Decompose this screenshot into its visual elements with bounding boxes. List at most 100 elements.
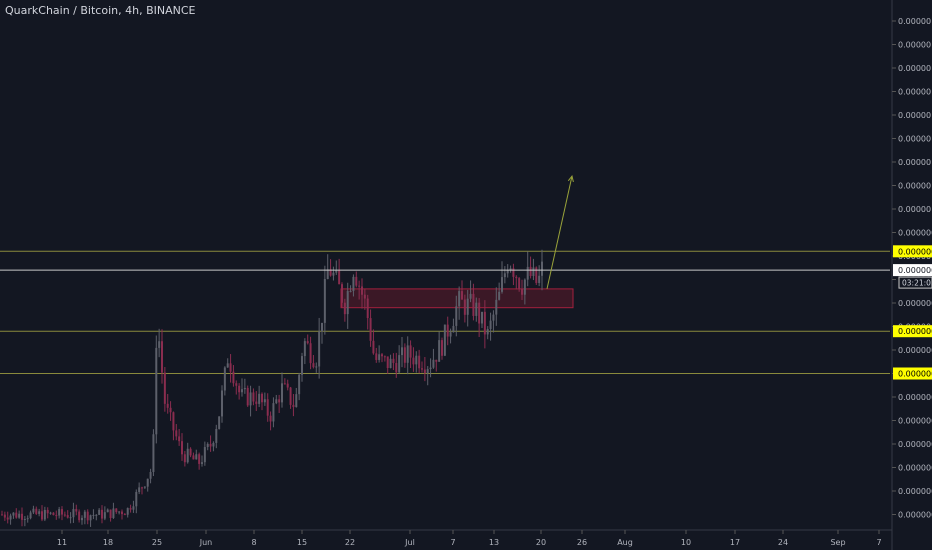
candle-body xyxy=(318,331,321,367)
candle-body xyxy=(195,454,198,460)
candle-body xyxy=(243,387,246,390)
time-tick-label: 25 xyxy=(152,538,162,547)
candle-body xyxy=(123,514,126,516)
time-tick-label: 17 xyxy=(730,538,740,547)
candle-body xyxy=(221,390,223,417)
candle-body xyxy=(503,273,506,278)
candle-body xyxy=(92,515,95,517)
candle-body xyxy=(512,268,515,277)
candle-body xyxy=(458,291,461,307)
candle-body xyxy=(372,340,375,354)
candle-body xyxy=(106,509,109,513)
price-tick-label: 0.00000105 xyxy=(898,182,932,191)
candle-body xyxy=(338,270,341,285)
time-tick-label: Aug xyxy=(617,538,633,547)
candle-body xyxy=(346,291,349,315)
candle-body xyxy=(538,275,541,283)
candle-body xyxy=(535,267,538,283)
candle-body xyxy=(461,291,463,300)
candle-body xyxy=(261,393,263,403)
candle-body xyxy=(166,403,169,408)
price-tick-label: 0.00000125 xyxy=(898,88,932,97)
candle-body xyxy=(335,270,338,273)
candle-body xyxy=(495,299,498,315)
candle-body xyxy=(263,399,266,403)
candle-body xyxy=(78,511,81,521)
candle-body xyxy=(401,347,403,356)
candle-body xyxy=(161,341,163,373)
candle-body xyxy=(101,509,103,519)
time-tick-label: 13 xyxy=(489,538,499,547)
candle-body xyxy=(309,343,312,364)
time-tick-label: 8 xyxy=(251,538,256,547)
candle-body xyxy=(66,515,69,518)
price-tick-label: 0.00000120 xyxy=(898,111,932,120)
chart-interval: 4h xyxy=(118,4,139,17)
candle-body xyxy=(361,286,363,295)
candle-body xyxy=(12,512,15,516)
candle-body xyxy=(483,311,486,335)
candle-body xyxy=(349,290,352,292)
candle-body xyxy=(398,355,401,373)
price-tick-label: 0.00000040 xyxy=(898,487,932,496)
candle-body xyxy=(478,302,481,324)
candle-body xyxy=(198,454,201,464)
current-price-badge-text: 0.00000087 xyxy=(898,266,932,275)
candle-body xyxy=(475,302,478,316)
candle-body xyxy=(135,491,138,507)
candle-body xyxy=(392,358,395,363)
candle-body xyxy=(529,266,532,277)
candle-body xyxy=(329,269,332,276)
candle-body xyxy=(26,518,29,520)
candle-body xyxy=(229,363,232,372)
candle-body xyxy=(272,403,275,422)
price-tick-label: 0.00000095 xyxy=(898,229,932,238)
price-tick-label: 0.00000055 xyxy=(898,417,932,426)
candle-body xyxy=(223,367,226,391)
candle-body xyxy=(366,298,369,319)
candle-body xyxy=(21,513,23,520)
candle-body xyxy=(281,383,283,403)
candle-body xyxy=(321,322,323,332)
candle-body xyxy=(18,513,21,518)
candle-body xyxy=(421,368,423,370)
level-price-badge-text: 0.00000065 xyxy=(898,370,932,379)
candle-body xyxy=(455,306,458,326)
candle-body xyxy=(486,329,489,335)
candle-body xyxy=(138,487,141,492)
candle-body xyxy=(29,512,32,519)
candle-body xyxy=(352,276,355,291)
candle-body xyxy=(526,266,529,280)
candle-body xyxy=(183,454,186,463)
candle-body xyxy=(15,512,18,518)
candle-body xyxy=(292,404,295,408)
candle-body xyxy=(206,443,209,448)
candle-body xyxy=(255,401,258,404)
price-tick-label: 0.00000050 xyxy=(898,440,932,449)
candle-body xyxy=(449,332,452,337)
candle-body xyxy=(283,383,286,385)
candle-body xyxy=(6,517,9,520)
candle-body xyxy=(241,389,243,393)
countdown-text: 03:21:03 xyxy=(902,279,932,288)
candle-body xyxy=(252,392,255,402)
level-price-badge-text: 0.00000091 xyxy=(898,247,932,256)
candle-body xyxy=(295,394,298,408)
candle-body xyxy=(235,383,238,386)
candle-body xyxy=(129,508,132,510)
candle-body xyxy=(178,436,181,442)
candle-body xyxy=(375,353,378,360)
candle-body xyxy=(41,511,43,520)
time-tick-label: Jun xyxy=(199,538,213,547)
candle-body xyxy=(409,345,412,358)
candle-body xyxy=(226,363,229,368)
candle-body xyxy=(509,268,512,271)
candle-body xyxy=(432,359,435,368)
candle-body xyxy=(112,508,115,518)
candle-body xyxy=(218,416,221,429)
countdown-badge xyxy=(898,276,932,289)
candle-body xyxy=(443,324,446,356)
time-tick-label: Sep xyxy=(830,538,845,547)
